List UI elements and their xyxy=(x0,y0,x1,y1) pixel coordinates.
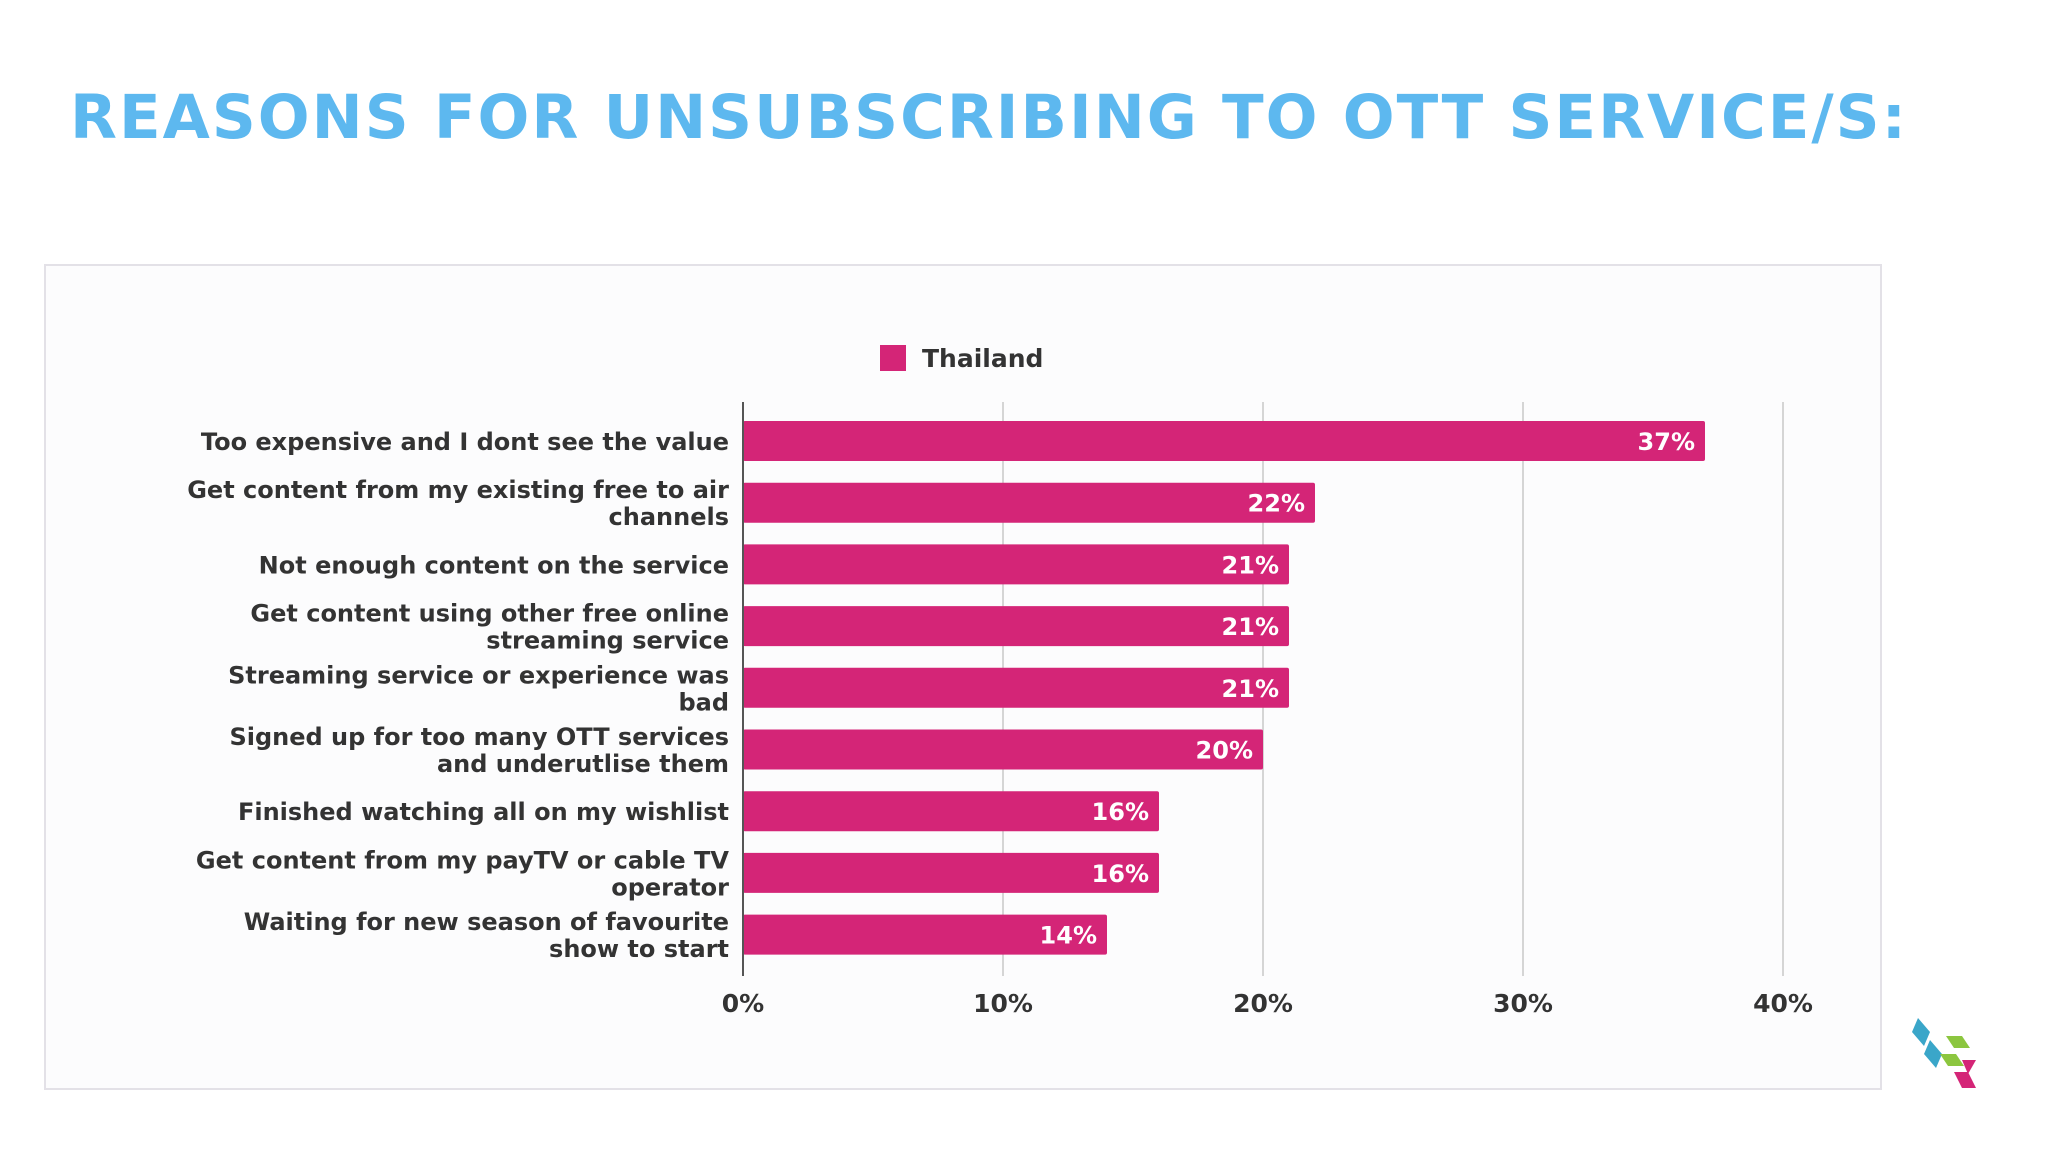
bar xyxy=(743,791,1159,832)
category-label: Finished watching all on my wishlist xyxy=(238,798,729,826)
x-tick-label: 20% xyxy=(1233,989,1293,1018)
bar-value-label: 14% xyxy=(1040,922,1097,950)
bar-chart: Thailand 0% 10% 20% 30% 40% 37% Too expensive a… xyxy=(187,344,1813,1018)
category-label-line: Not enough content on the service xyxy=(259,551,729,579)
page-title: REASONS FOR UNSUBSCRIBING TO OTT SERVICE… xyxy=(70,82,1908,153)
category-label: Get content using other free online strea… xyxy=(250,600,729,655)
category-label-line: Signed up for too many OTT services xyxy=(229,723,729,751)
category-label-line: bad xyxy=(678,688,729,716)
bar-value-label: 21% xyxy=(1222,675,1279,703)
bar-value-label: 21% xyxy=(1222,551,1279,579)
cube-logo-icon xyxy=(1912,1018,1976,1088)
category-label: Waiting for new season of favourite show … xyxy=(244,908,729,963)
category-label-line: Too expensive and I dont see the value xyxy=(201,428,729,456)
category-label: Get content from my payTV or cable TV ope… xyxy=(196,846,730,901)
x-tick-label: 40% xyxy=(1753,989,1813,1018)
bar xyxy=(743,606,1289,647)
x-tick-label: 30% xyxy=(1493,989,1553,1018)
category-label-line: operator xyxy=(611,873,729,901)
category-label-line: streaming service xyxy=(486,627,729,655)
category-label-line: and underutlise them xyxy=(437,750,729,778)
category-label-line: Get content from my payTV or cable TV xyxy=(196,846,730,874)
bar-value-label: 16% xyxy=(1092,860,1149,888)
bar xyxy=(743,852,1159,893)
x-tick-label: 0% xyxy=(722,989,764,1018)
bar xyxy=(743,544,1289,585)
bar xyxy=(743,914,1107,955)
category-label-line: show to start xyxy=(549,935,729,963)
bar-value-label: 21% xyxy=(1222,613,1279,641)
category-label-line: Get content from my existing free to air xyxy=(187,476,729,504)
legend-swatch xyxy=(880,345,906,371)
bar-value-label: 37% xyxy=(1638,428,1695,456)
category-label: Streaming service or experience was bad xyxy=(228,661,729,716)
bar xyxy=(743,667,1289,708)
category-label-line: Waiting for new season of favourite xyxy=(244,908,729,936)
chart-panel: Thailand 0% 10% 20% 30% 40% 37% Too expensive a… xyxy=(44,264,1882,1090)
legend-label: Thailand xyxy=(922,344,1043,373)
bar-value-label: 16% xyxy=(1092,798,1149,826)
category-label: Signed up for too many OTT services and u… xyxy=(229,723,729,778)
bar-value-label: 22% xyxy=(1248,490,1305,518)
x-tick-label: 10% xyxy=(973,989,1033,1018)
bar xyxy=(743,421,1705,461)
bar-value-label: 20% xyxy=(1196,737,1253,765)
category-label: Get content from my existing free to air… xyxy=(187,476,729,531)
bar xyxy=(743,729,1263,770)
category-label: Too expensive and I dont see the value xyxy=(201,428,729,456)
category-label-line: channels xyxy=(609,503,729,531)
category-label: Not enough content on the service xyxy=(259,551,729,579)
category-label-line: Finished watching all on my wishlist xyxy=(238,798,729,826)
category-label-line: Streaming service or experience was xyxy=(228,661,729,689)
bar xyxy=(743,482,1315,523)
category-label-line: Get content using other free online xyxy=(250,600,729,628)
